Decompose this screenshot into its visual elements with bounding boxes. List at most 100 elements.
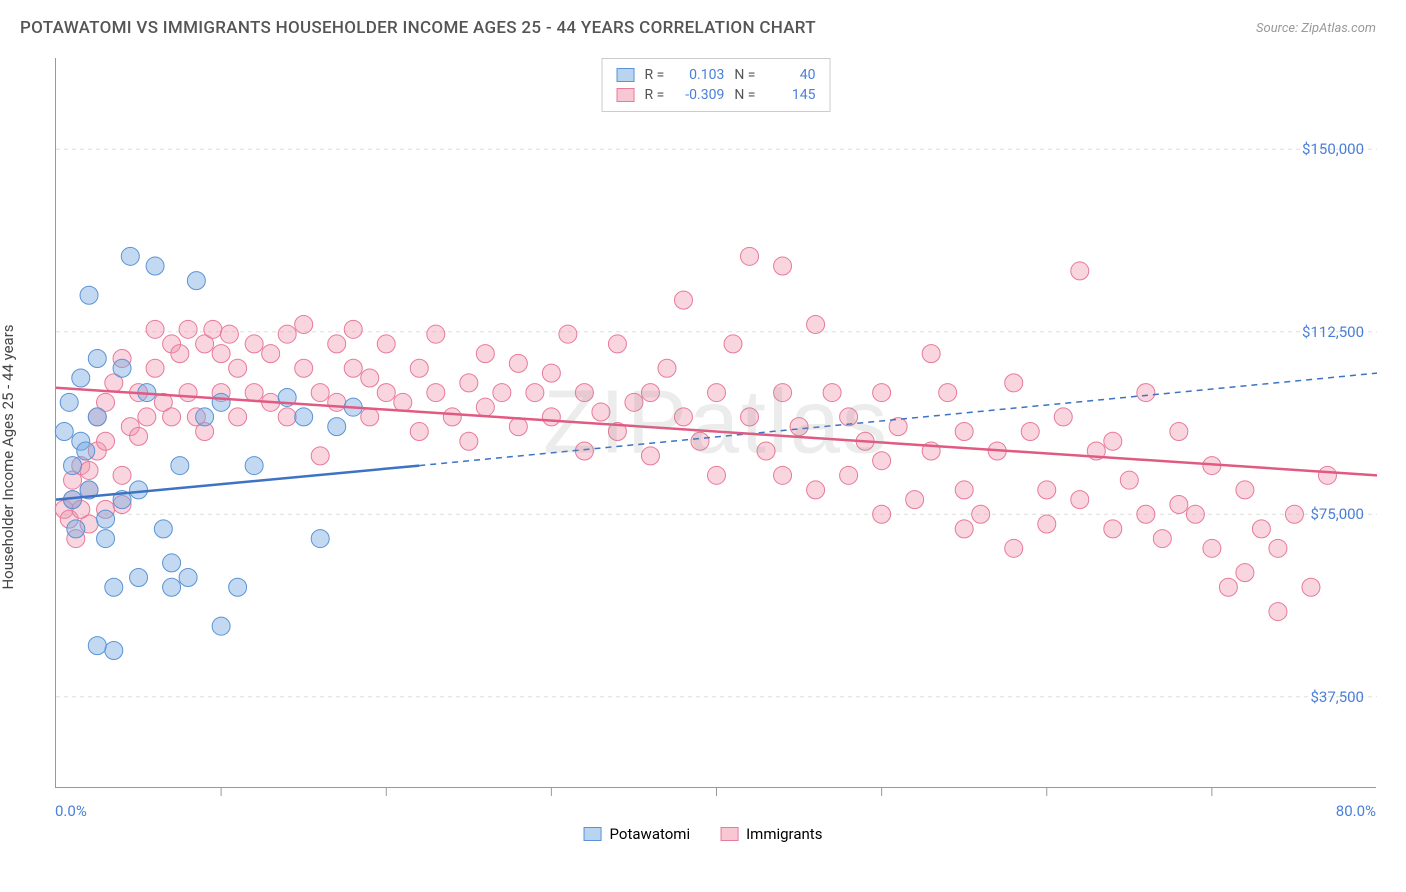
scatter-point	[1005, 539, 1023, 557]
scatter-point	[245, 335, 263, 353]
legend-swatch	[584, 827, 602, 841]
scatter-point	[559, 325, 577, 343]
scatter-point	[187, 272, 205, 290]
stats-legend: R = 0.103 N = 40 R = -0.309 N = 145	[602, 58, 831, 112]
scatter-point	[1071, 491, 1089, 509]
scatter-point	[113, 466, 131, 484]
scatter-point	[641, 447, 659, 465]
scatter-point	[295, 408, 313, 426]
scatter-point	[212, 617, 230, 635]
scatter-point	[77, 442, 95, 460]
scatter-point	[278, 325, 296, 343]
scatter-point	[212, 393, 230, 411]
scatter-point	[196, 408, 214, 426]
scatter-point	[245, 457, 263, 475]
scatter-point	[72, 369, 90, 387]
chart-container: Householder Income Ages 25 - 44 years ZI…	[0, 48, 1406, 848]
stats-legend-row: R = 0.103 N = 40	[617, 65, 816, 85]
scatter-point	[955, 520, 973, 538]
scatter-point	[1038, 515, 1056, 533]
scatter-point	[691, 432, 709, 450]
scatter-point	[146, 257, 164, 275]
scatter-point	[163, 578, 181, 596]
scatter-point	[708, 384, 726, 402]
y-tick-label: $75,000	[1310, 505, 1364, 523]
scatter-point	[1120, 471, 1138, 489]
scatter-point	[311, 384, 329, 402]
scatter-point	[873, 384, 891, 402]
scatter-point	[361, 408, 379, 426]
r-label: R =	[645, 87, 665, 103]
scatter-point	[105, 578, 123, 596]
scatter-point	[790, 418, 808, 436]
scatter-point	[1054, 408, 1072, 426]
scatter-point	[171, 457, 189, 475]
scatter-point	[295, 315, 313, 333]
scatter-point	[608, 335, 626, 353]
scatter-point	[757, 442, 775, 460]
y-tick-label: $37,500	[1310, 688, 1364, 706]
scatter-point	[1285, 505, 1303, 523]
scatter-point	[60, 393, 78, 411]
scatter-point	[361, 369, 379, 387]
scatter-point	[130, 481, 148, 499]
scatter-point	[1153, 530, 1171, 548]
scatter-point	[955, 481, 973, 499]
scatter-point	[1137, 505, 1155, 523]
scatter-point	[88, 408, 106, 426]
scatter-point	[823, 384, 841, 402]
scatter-point	[154, 520, 172, 538]
scatter-point	[542, 364, 560, 382]
scatter-point	[1170, 496, 1188, 514]
scatter-point	[460, 432, 478, 450]
scatter-point	[939, 384, 957, 402]
scatter-point	[67, 520, 85, 538]
scatter-point	[97, 432, 115, 450]
x-axis-max-label: 80.0%	[1336, 802, 1376, 820]
scatter-point	[220, 325, 238, 343]
scatter-point	[179, 384, 197, 402]
scatter-point	[774, 257, 792, 275]
scatter-point	[229, 359, 247, 377]
scatter-point	[493, 384, 511, 402]
scatter-point	[204, 320, 222, 338]
legend-swatch	[720, 827, 738, 841]
scatter-point	[130, 569, 148, 587]
scatter-point	[460, 374, 478, 392]
scatter-point	[229, 408, 247, 426]
scatter-point	[344, 320, 362, 338]
scatter-point	[163, 554, 181, 572]
scatter-point	[171, 345, 189, 363]
scatter-point	[179, 320, 197, 338]
scatter-point	[1236, 564, 1254, 582]
scatter-point	[1021, 423, 1039, 441]
scatter-point	[328, 393, 346, 411]
scatter-point	[724, 335, 742, 353]
scatter-point	[121, 247, 139, 265]
scatter-point	[906, 491, 924, 509]
scatter-point	[80, 286, 98, 304]
scatter-point	[97, 530, 115, 548]
source-attribution: Source: ZipAtlas.com	[1256, 21, 1376, 36]
scatter-point	[509, 354, 527, 372]
scatter-point	[328, 335, 346, 353]
chart-title: POTAWATOMI VS IMMIGRANTS HOUSEHOLDER INC…	[20, 18, 816, 38]
scatter-point	[97, 510, 115, 528]
r-label: R =	[645, 67, 665, 83]
scatter-point	[575, 384, 593, 402]
n-value: 145	[765, 87, 815, 103]
scatter-point	[427, 325, 445, 343]
scatter-point	[410, 423, 428, 441]
y-tick-label: $150,000	[1302, 140, 1364, 158]
scatter-point	[873, 505, 891, 523]
scatter-point	[1302, 578, 1320, 596]
x-axis-min-label: 0.0%	[55, 802, 87, 820]
trend-line	[56, 466, 419, 500]
scatter-point	[542, 408, 560, 426]
scatter-point	[972, 505, 990, 523]
scatter-point	[526, 384, 544, 402]
y-tick-label: $112,500	[1302, 323, 1364, 341]
scatter-point	[80, 461, 98, 479]
scatter-point	[278, 408, 296, 426]
legend-swatch	[617, 68, 635, 82]
